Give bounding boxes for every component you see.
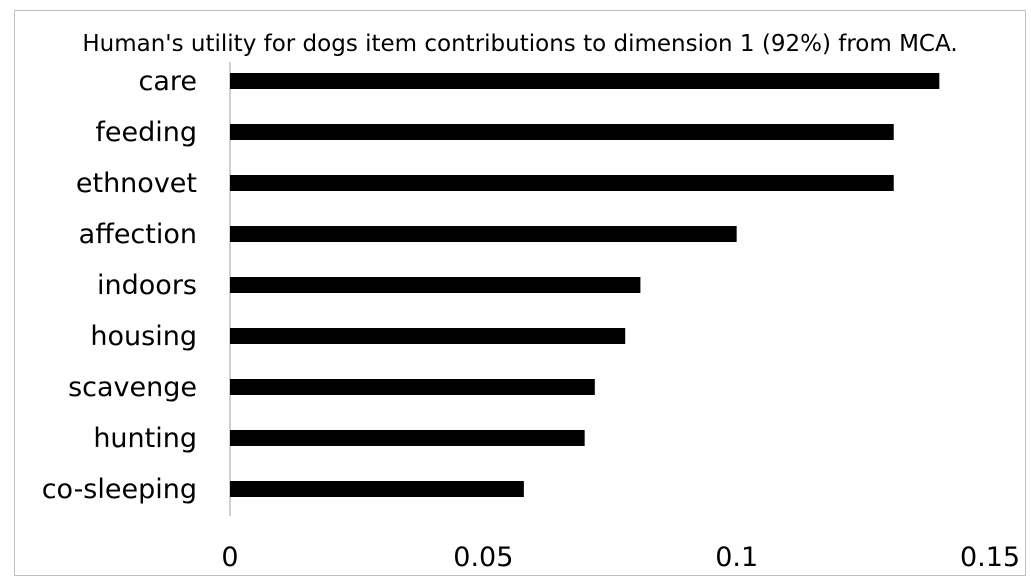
- bar-co-sleeping: [230, 481, 524, 497]
- category-label-care: care: [138, 66, 197, 97]
- x-tick-labels-group: 0 0.05 0.1 0.15: [221, 542, 1020, 573]
- category-label-ethnovet: ethnovet: [76, 168, 197, 199]
- x-tick-label: 0.1: [715, 542, 758, 573]
- category-labels-group: care feeding ethnovet affection indoors housi…: [42, 66, 197, 505]
- bar-feeding: [230, 124, 894, 140]
- bar-ethnovet: [230, 175, 894, 191]
- x-tick-label: 0: [221, 542, 238, 573]
- category-label-feeding: feeding: [95, 117, 197, 148]
- category-label-co-sleeping: co-sleeping: [42, 474, 197, 505]
- category-label-scavenge: scavenge: [68, 372, 197, 403]
- bar-care: [230, 73, 940, 89]
- category-label-affection: affection: [79, 219, 197, 250]
- bars-group: [230, 73, 940, 497]
- chart-title: Human's utility for dogs item contributi…: [82, 31, 957, 57]
- category-label-indoors: indoors: [97, 270, 197, 301]
- x-tick-label: 0.15: [960, 542, 1020, 573]
- x-tick-label: 0.05: [453, 542, 513, 573]
- bar-scavenge: [230, 379, 595, 395]
- category-label-housing: housing: [90, 321, 197, 352]
- category-label-hunting: hunting: [93, 423, 197, 454]
- bar-housing: [230, 328, 626, 344]
- bar-hunting: [230, 430, 585, 446]
- bar-affection: [230, 226, 737, 242]
- bar-indoors: [230, 277, 641, 293]
